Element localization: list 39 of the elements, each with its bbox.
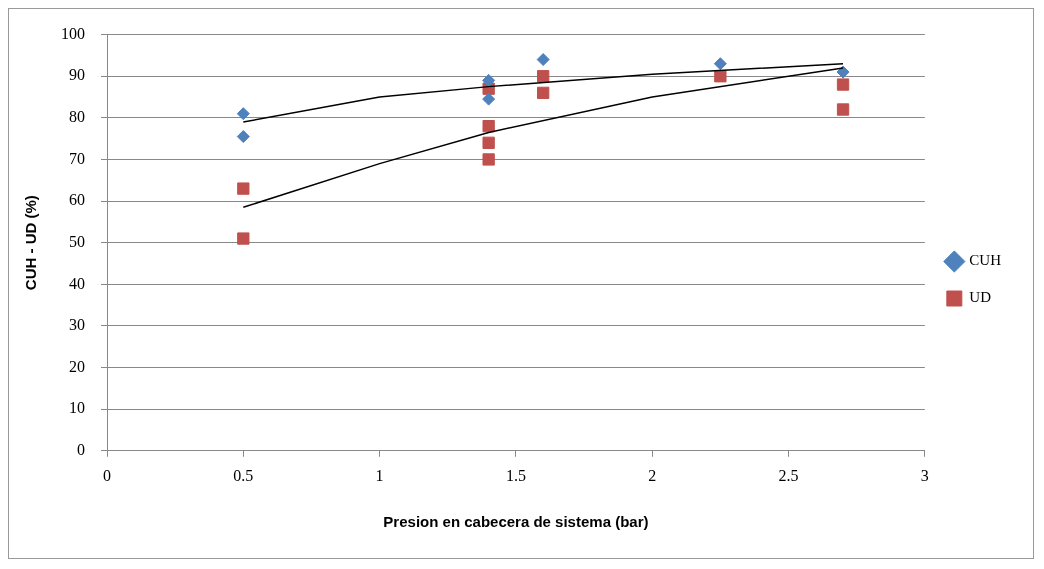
y-tick-label: 40 [69,274,85,292]
x-tick-label: 0 [103,466,111,484]
y-axis-title: CUH - UD (%) [22,195,40,291]
x-tick-label: 2 [648,466,657,484]
point [237,182,250,195]
x-tick-label: 1 [375,466,384,484]
y-tick-label: 50 [69,232,85,250]
point [537,86,550,100]
x-axis-title: Presion en cabecera de sistema (bar) [383,513,649,531]
y-tick-label: 10 [69,399,85,417]
point [237,232,250,245]
legend-label: CUH [969,252,1002,269]
point [482,136,495,149]
point [236,130,250,144]
y-tick-label: 20 [69,357,85,375]
point [536,53,550,67]
point [836,103,850,116]
point [482,92,496,106]
x-tick-label: 0.5 [233,466,254,484]
y-tick-label: 80 [69,108,85,126]
point [236,107,250,121]
x-tick-label: 2.5 [778,466,799,484]
point [482,153,495,166]
x-tick-label: 1.5 [505,466,526,484]
point [482,120,495,133]
point [836,78,850,91]
point [713,57,727,71]
y-tick-label: 90 [69,66,85,84]
legend-label: UD [969,289,992,306]
x-tick-label: 3 [920,466,929,484]
point [836,65,850,79]
y-tick-label: 60 [69,191,85,209]
y-tick-label: 70 [69,149,85,167]
point [537,70,550,83]
y-tick-label: 0 [77,441,85,458]
point [714,70,727,83]
point [482,73,496,87]
y-tick-label: 100 [61,24,85,42]
y-tick-label: 30 [69,316,85,334]
